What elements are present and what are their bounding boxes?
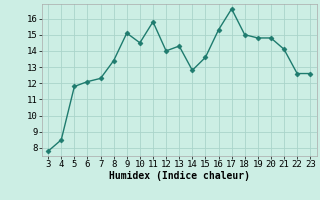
X-axis label: Humidex (Indice chaleur): Humidex (Indice chaleur) <box>109 171 250 181</box>
